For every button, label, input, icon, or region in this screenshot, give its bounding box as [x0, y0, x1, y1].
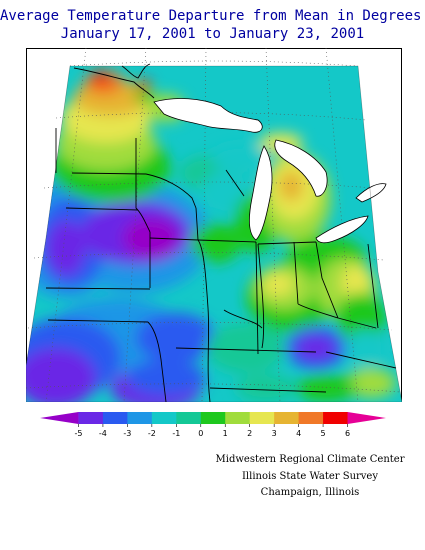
legend-swatch: [40, 412, 79, 424]
credit-mrcc: Midwestern Regional Climate Center: [215, 454, 405, 465]
legend-tick-label: 6: [345, 429, 350, 438]
temperature-departure-map: [26, 48, 402, 402]
legend-tick-label: 4: [296, 429, 301, 438]
legend-swatch: [151, 412, 177, 424]
legend-tick-label: -3: [123, 429, 131, 438]
lake-ontario: [355, 183, 387, 203]
color-legend: -5 -4 -3 -2 -1 0 1 2 3 4 5 6: [40, 412, 386, 438]
legend-tick-label: 2: [247, 429, 252, 438]
legend-swatches: [40, 412, 386, 424]
credit-isws: Illinois State Water Survey: [241, 471, 378, 482]
legend-swatch: [127, 412, 153, 424]
legend-swatch: [78, 412, 104, 424]
legend-swatch: [298, 412, 324, 424]
legend-swatch: [102, 412, 128, 424]
state-boundaries: [45, 128, 397, 402]
legend-swatch: [347, 412, 386, 424]
legend-swatch: [200, 412, 226, 424]
legend-swatch: [323, 412, 349, 424]
legend-tick-label: 1: [223, 429, 228, 438]
legend-tick-label: -1: [172, 429, 180, 438]
legend-tick-label: 0: [198, 429, 203, 438]
lake-erie: [315, 215, 369, 244]
legend-tick-label: 3: [272, 429, 277, 438]
credit-location: Champaign, Illinois: [260, 487, 360, 498]
legend-tick-label: 5: [321, 429, 326, 438]
legend-tick-label: -5: [74, 429, 82, 438]
lake-huron: [274, 139, 328, 197]
legend-swatch: [176, 412, 202, 424]
lake-superior: [153, 98, 263, 133]
legend-swatch: [249, 412, 275, 424]
graticule: [26, 48, 401, 402]
map-title-line-2: January 17, 2001 to January 23, 2001: [60, 26, 365, 42]
region-outline: [26, 65, 402, 402]
lake-michigan: [248, 145, 273, 241]
legend-tick-label: -2: [148, 429, 156, 438]
legend-swatch: [274, 412, 300, 424]
map-title-line-1: Average Temperature Departure from Mean …: [0, 8, 425, 24]
legend-tick-labels: -5 -4 -3 -2 -1 0 1 2 3 4 5 6: [74, 424, 350, 438]
legend-swatch: [225, 412, 251, 424]
great-lakes: [153, 98, 387, 244]
legend-tick-label: -4: [99, 429, 107, 438]
canada-border: [73, 63, 155, 99]
